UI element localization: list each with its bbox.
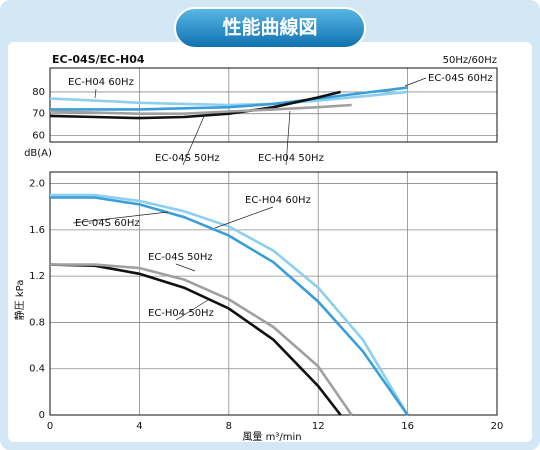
y-tick-label: 70 [32, 109, 45, 120]
leader [72, 211, 169, 224]
leader [175, 263, 196, 272]
series-label: EC-04S 60Hz [75, 218, 140, 229]
line [50, 196, 409, 416]
page-title: 性能曲線図 [222, 16, 317, 39]
y-tick-label: 0.4 [29, 364, 45, 375]
leader [404, 77, 427, 87]
line [50, 86, 408, 111]
line [49, 103, 352, 115]
chart-title: EC-04S/EC-H04 [52, 53, 145, 66]
title-pill [174, 7, 366, 49]
panel [8, 42, 532, 442]
x-tick-label: 8 [226, 421, 232, 432]
y-axis-label: dB(A) [24, 148, 52, 159]
line [49, 263, 342, 416]
y-tick-label: 2.0 [29, 179, 45, 190]
series-label: EC-H04 60Hz [68, 77, 134, 88]
plot-border [49, 171, 498, 416]
series-label: EC-04S 50Hz [155, 153, 220, 164]
y-tick-label: 1.2 [29, 271, 45, 282]
x-tick-label: 16 [401, 421, 414, 432]
series-label: EC-04S 50Hz [148, 252, 213, 263]
y-tick-label: 0.8 [29, 317, 45, 328]
leader [175, 299, 209, 321]
line [50, 193, 409, 416]
leader [182, 113, 206, 166]
x-tick-label: 12 [312, 421, 325, 432]
y-tick-label: 0 [39, 410, 45, 421]
y-tick-label: 80 [32, 87, 45, 98]
x-tick-label: 0 [47, 421, 53, 432]
line [50, 263, 353, 416]
line [49, 90, 341, 120]
line [49, 90, 408, 107]
y-tick-label: 1.6 [29, 225, 45, 236]
series-label: EC-H04 50Hz [258, 153, 324, 164]
series-label: EC-04S 60Hz [428, 73, 493, 84]
subtitle: 50Hz/60Hz [443, 55, 497, 66]
y-axis-label: 静圧 kPa [13, 280, 26, 321]
x-tick-label: 20 [491, 421, 504, 432]
series-label: EC-H04 60Hz [245, 195, 311, 206]
y-tick-label: 60 [32, 130, 45, 141]
leader [94, 88, 97, 99]
plot-border [49, 67, 498, 143]
leader [214, 206, 274, 229]
leader [285, 110, 291, 166]
series-label: EC-H04 50Hz [148, 308, 214, 319]
x-tick-label: 4 [136, 421, 142, 432]
x-axis-label: 風量 m³/min [242, 431, 301, 443]
